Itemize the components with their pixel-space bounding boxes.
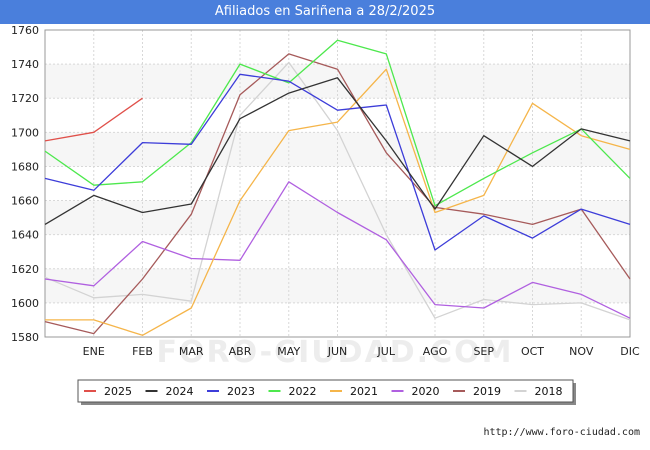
series-line-2024 — [44, 77, 631, 225]
series-line-2021 — [45, 68, 631, 336]
x-tick-label: SEP — [473, 345, 494, 358]
y-tick-label: 1640 — [11, 229, 39, 242]
y-tick-label: 1660 — [11, 195, 39, 208]
x-tick-label: JUN — [327, 345, 348, 358]
legend: 2025 2024 2023 2022 2021 2020 2019 2018 — [77, 379, 576, 405]
x-tick-label: NOV — [569, 345, 594, 358]
y-tick-label: 1720 — [11, 92, 39, 105]
x-tick-label: OCT — [521, 345, 544, 358]
x-tick-label: MAY — [277, 345, 300, 358]
series-line-2020 — [44, 181, 631, 319]
plot-band — [45, 200, 630, 235]
x-tick-label: JUL — [377, 345, 396, 358]
plot-band — [45, 268, 630, 303]
legend-box — [77, 379, 574, 403]
y-tick-label: 1760 — [11, 24, 39, 37]
chart-title: Afiliados en Sariñena a 28/2/2025 — [0, 0, 650, 24]
y-tick-label: 1620 — [11, 263, 39, 276]
x-tick-label: DIC — [620, 345, 640, 358]
legend-label-2018: 2018 — [535, 385, 563, 398]
series-line-2022 — [44, 39, 631, 207]
series-line-2023 — [44, 73, 631, 251]
legend-label-2021: 2021 — [350, 385, 378, 398]
x-tick-label: FEB — [132, 345, 153, 358]
x-tick-label: ENE — [83, 345, 105, 358]
legend-label-2025: 2025 — [104, 385, 132, 398]
legend-label-2019: 2019 — [473, 385, 501, 398]
legend-label-2024: 2024 — [166, 385, 194, 398]
y-tick-label: 1580 — [11, 331, 39, 344]
legend-label-2020: 2020 — [412, 385, 440, 398]
plot-border — [44, 29, 631, 338]
x-tick-label: MAR — [179, 345, 204, 358]
y-tick-label: 1700 — [11, 126, 39, 139]
y-tick-label: 1600 — [11, 297, 39, 310]
x-tick-label: AGO — [423, 345, 448, 358]
x-tick-label: ABR — [229, 345, 252, 358]
y-tick-label: 1740 — [11, 58, 39, 71]
legend-label-2023: 2023 — [227, 385, 255, 398]
y-tick-label: 1680 — [11, 160, 39, 173]
series-line-2025 — [44, 97, 143, 142]
plot-band — [45, 132, 630, 167]
series-line-2018 — [44, 61, 631, 321]
legend-label-2022: 2022 — [289, 385, 317, 398]
watermark: FORO-CIUDAD.COM — [157, 335, 514, 370]
footer-url: http://www.foro-ciudad.com — [483, 427, 640, 438]
series-line-2019 — [44, 53, 631, 335]
